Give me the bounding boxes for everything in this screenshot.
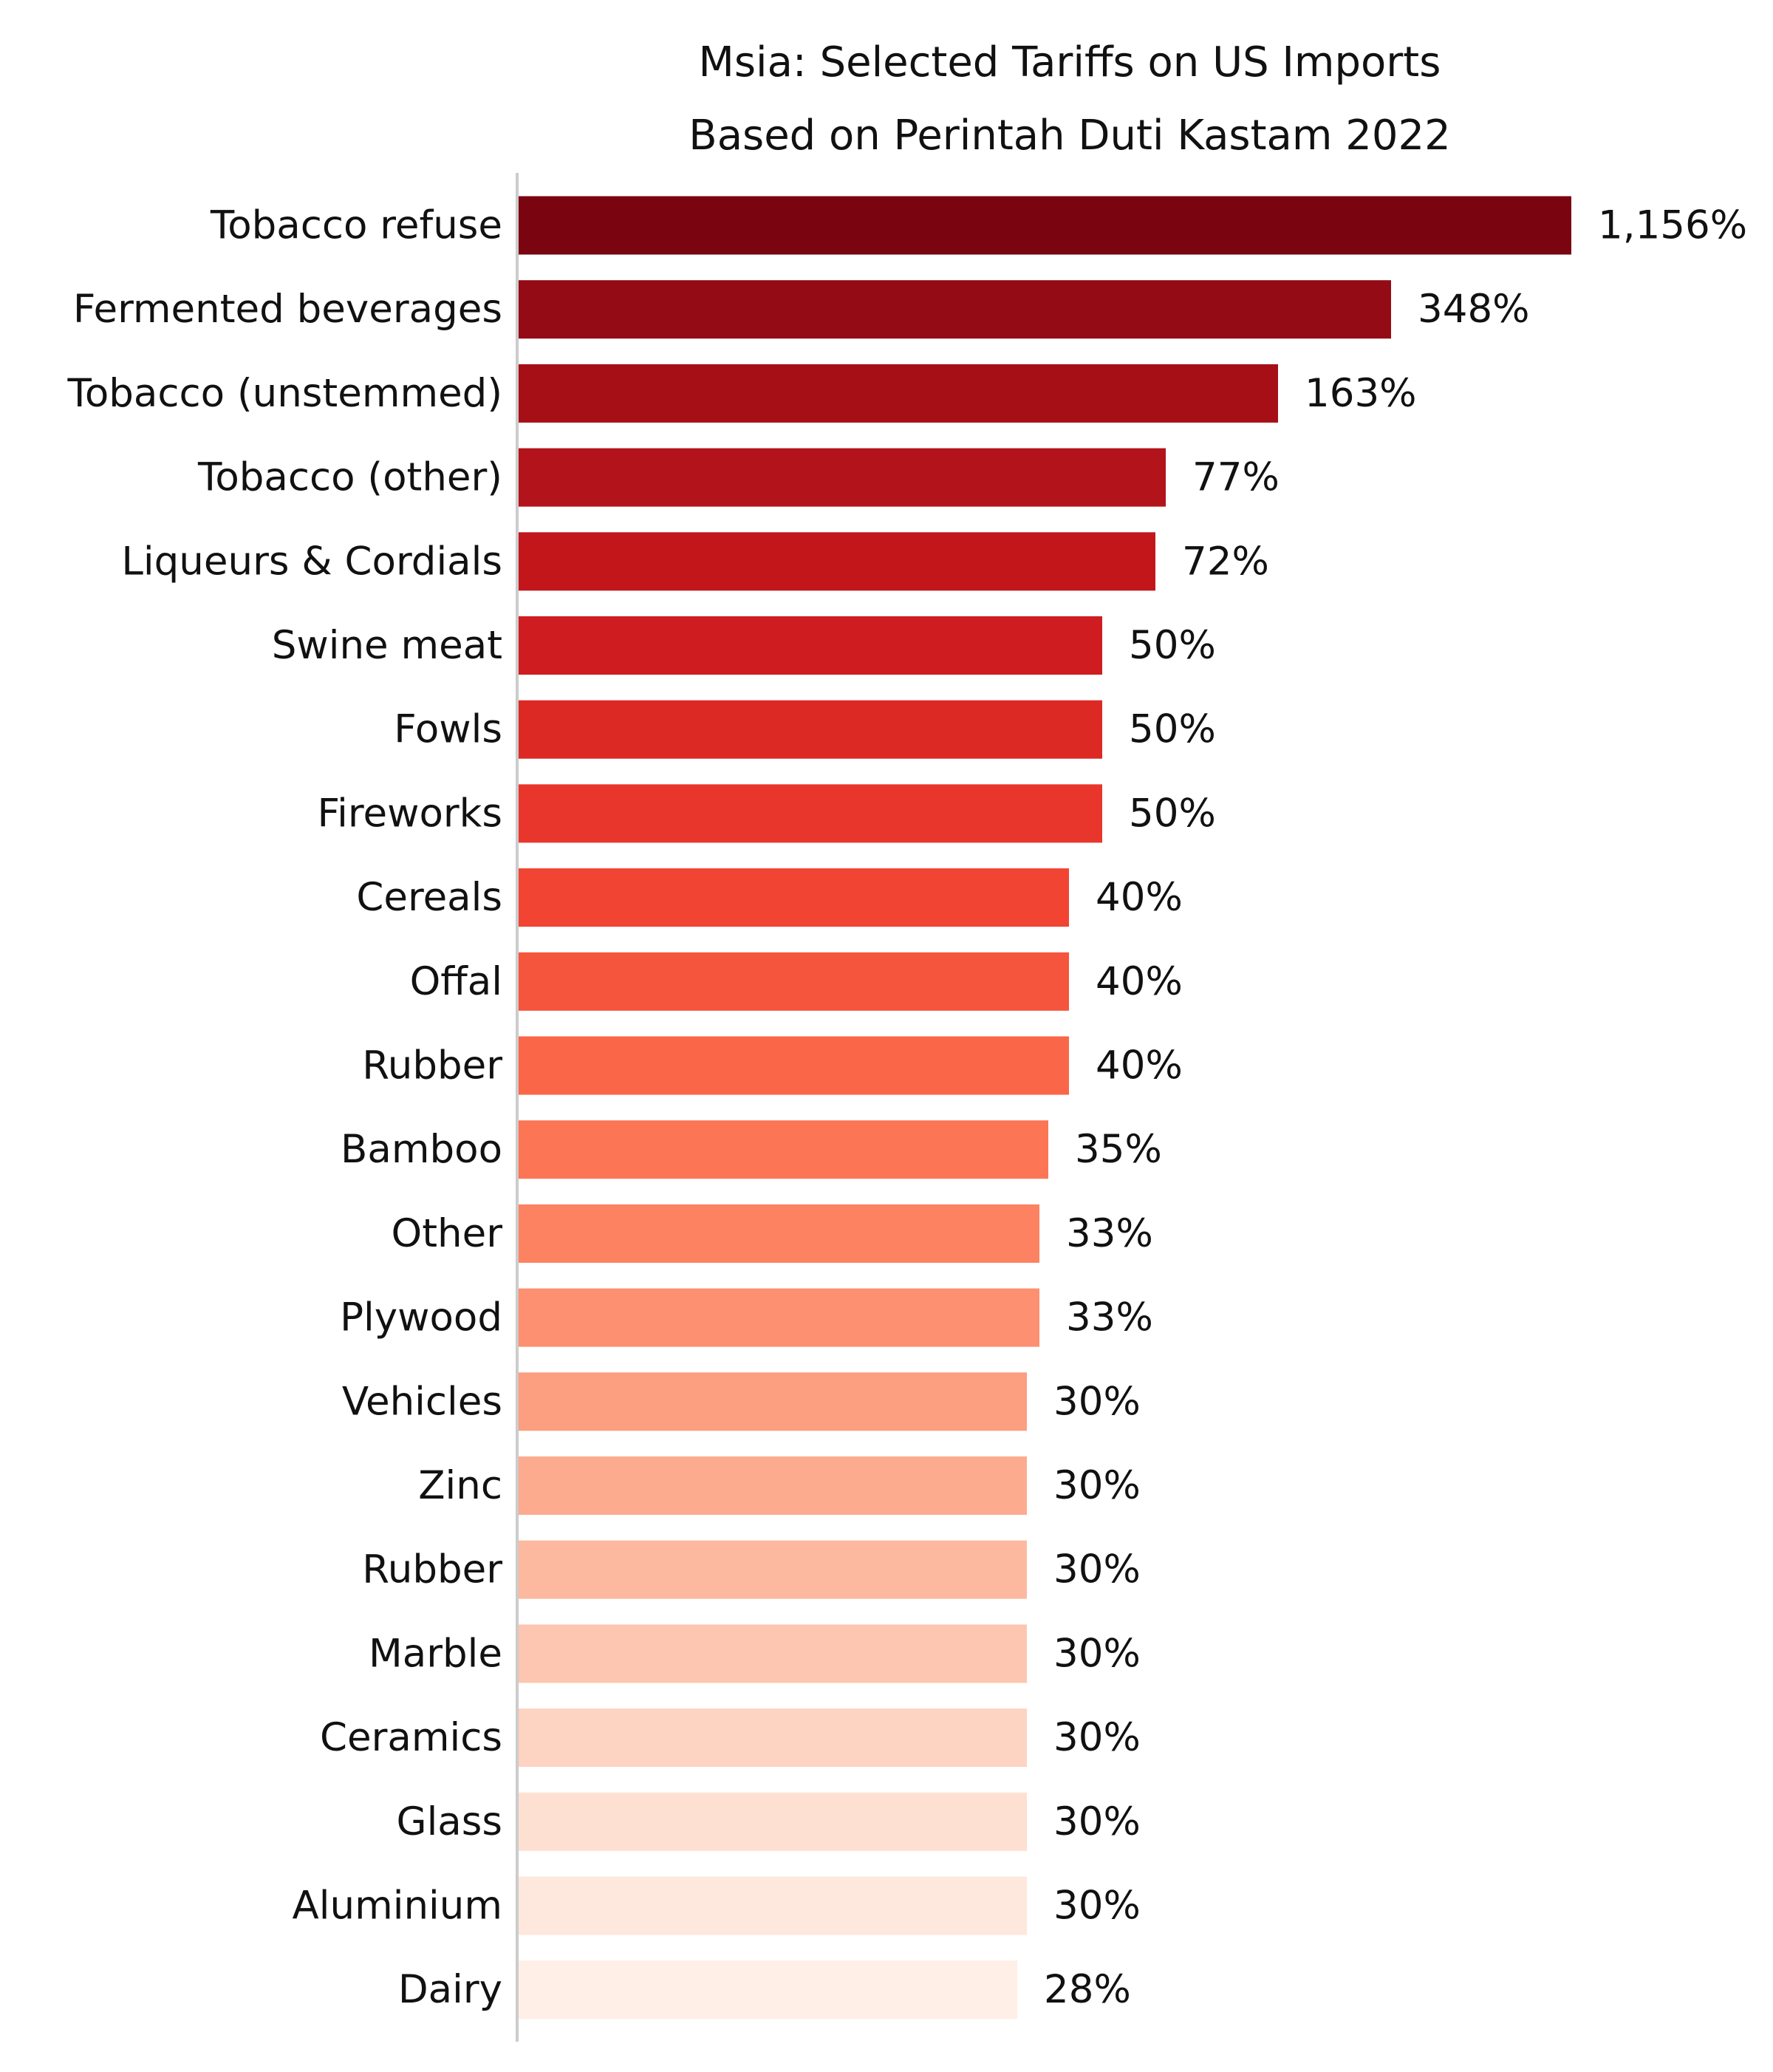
bar-group: Fowls 50%	[394, 700, 1216, 759]
bar	[519, 1204, 1039, 1263]
value-label: 40%	[1096, 1043, 1183, 1088]
bar	[519, 1624, 1027, 1683]
value-label: 30%	[1053, 1715, 1141, 1760]
bar	[519, 952, 1069, 1011]
bar-group: Swine meat 50%	[272, 616, 1216, 675]
bar	[519, 1540, 1027, 1599]
bar	[519, 868, 1069, 927]
value-label: 30%	[1053, 1884, 1141, 1929]
bar	[519, 196, 1571, 255]
bar	[519, 1036, 1069, 1095]
category-label: Dairy	[398, 1967, 502, 2012]
bar	[519, 1456, 1027, 1515]
value-label: 30%	[1053, 1547, 1141, 1592]
bar	[519, 616, 1102, 675]
value-label: 40%	[1096, 875, 1183, 920]
category-label: Fireworks	[318, 791, 502, 836]
category-label: Tobacco (unstemmed)	[66, 371, 502, 416]
value-label: 1,156%	[1598, 203, 1747, 248]
bars-layer: Tobacco refuse 1,156% Fermented beverages 3…	[66, 196, 1747, 2020]
value-label: 72%	[1182, 539, 1269, 584]
bar-group: Plywood 33%	[340, 1288, 1153, 1347]
bar	[519, 700, 1102, 759]
bar-group: Tobacco (other) 77%	[197, 448, 1280, 507]
bar	[519, 1120, 1048, 1179]
category-label: Cereals	[356, 875, 502, 920]
bar	[519, 1960, 1017, 2020]
bar-group: Vehicles 30%	[342, 1372, 1141, 1431]
category-label: Tobacco refuse	[210, 203, 502, 248]
bar	[519, 364, 1278, 423]
category-label: Liqueurs & Cordials	[121, 539, 502, 584]
value-label: 77%	[1192, 455, 1280, 500]
bar	[519, 1792, 1027, 1851]
category-label: Rubber	[362, 1547, 502, 1592]
bar-group: Liqueurs & Cordials 72%	[121, 532, 1269, 591]
bar	[519, 448, 1166, 507]
value-label: 35%	[1075, 1127, 1162, 1172]
bar	[519, 280, 1391, 339]
bar	[519, 1288, 1039, 1347]
category-label: Fowls	[394, 707, 502, 752]
bar-group: Offal 40%	[410, 952, 1183, 1011]
value-label: 28%	[1044, 1967, 1131, 2012]
chart-subtitle: Based on Perintah Duti Kastam 2022	[689, 112, 1450, 160]
category-label: Other	[392, 1211, 503, 1256]
bar-group: Cereals 40%	[356, 868, 1183, 927]
bar	[519, 1372, 1027, 1431]
bar-group: Ceramics 30%	[320, 1708, 1141, 1768]
chart-title: Msia: Selected Tariffs on US Imports	[699, 38, 1441, 86]
category-label: Vehicles	[342, 1379, 502, 1424]
value-label: 33%	[1066, 1295, 1153, 1340]
category-label: Glass	[397, 1799, 503, 1844]
category-label: Offal	[410, 959, 502, 1004]
bar	[519, 532, 1155, 591]
bar-group: Fireworks 50%	[318, 784, 1216, 843]
category-label: Fermented beverages	[73, 287, 502, 332]
value-label: 30%	[1053, 1379, 1141, 1424]
bar-group: Rubber 40%	[362, 1036, 1183, 1095]
value-label: 50%	[1129, 623, 1216, 668]
bar-group: Marble 30%	[369, 1624, 1141, 1683]
category-label: Marble	[369, 1631, 502, 1676]
category-label: Swine meat	[272, 623, 502, 668]
value-label: 40%	[1096, 959, 1183, 1004]
bar-group: Dairy 28%	[398, 1960, 1131, 2020]
bar-group: Tobacco refuse 1,156%	[210, 196, 1747, 255]
category-label: Plywood	[340, 1295, 502, 1340]
bar	[519, 784, 1102, 843]
value-label: 348%	[1418, 287, 1530, 332]
bar	[519, 1708, 1027, 1768]
value-label: 163%	[1305, 371, 1417, 416]
value-label: 50%	[1129, 791, 1216, 836]
value-label: 30%	[1053, 1463, 1141, 1508]
bar-group: Tobacco (unstemmed) 163%	[66, 364, 1417, 423]
category-label: Zinc	[418, 1463, 502, 1508]
bar-group: Other 33%	[392, 1204, 1153, 1263]
category-label: Rubber	[362, 1043, 502, 1088]
value-label: 33%	[1066, 1211, 1153, 1256]
bar-group: Fermented beverages 348%	[73, 280, 1530, 339]
category-label: Tobacco (other)	[197, 455, 502, 500]
category-label: Bamboo	[341, 1127, 502, 1172]
value-label: 30%	[1053, 1799, 1141, 1844]
category-label: Aluminium	[293, 1884, 502, 1929]
bar-group: Bamboo 35%	[341, 1120, 1162, 1179]
value-label: 50%	[1129, 707, 1216, 752]
category-label: Ceramics	[320, 1715, 502, 1760]
bar-group: Aluminium 30%	[293, 1876, 1141, 1935]
bar-group: Zinc 30%	[418, 1456, 1141, 1515]
bar-group: Rubber 30%	[362, 1540, 1141, 1599]
bar	[519, 1876, 1027, 1935]
bar-group: Glass 30%	[397, 1792, 1141, 1851]
value-label: 30%	[1053, 1631, 1141, 1676]
